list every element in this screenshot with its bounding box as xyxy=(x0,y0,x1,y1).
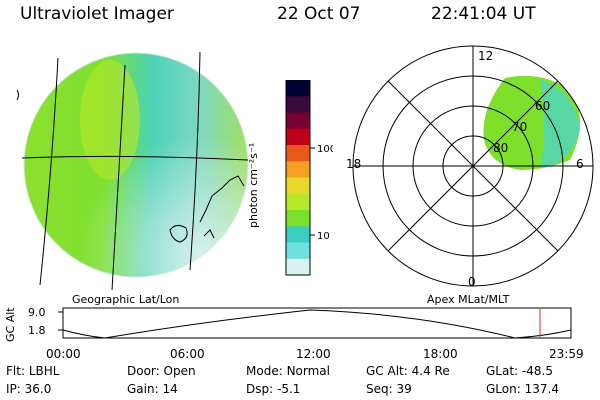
colorbar-swatch xyxy=(286,112,310,130)
altitude-plot: GC Alt 9.0 1.8 xyxy=(4,306,572,342)
mlt-label-18: 18 xyxy=(346,157,361,171)
time-tick-2359: 23:59 xyxy=(549,347,584,361)
colorbar-swatch xyxy=(286,128,310,146)
lat-label-70: 70 xyxy=(512,120,527,134)
colorbar-swatch xyxy=(286,161,310,178)
time-tick-12: 12:00 xyxy=(296,347,331,361)
apex-label: Apex MLat/MLT xyxy=(427,293,510,306)
status-gc-alt: GC Alt: 4.4 Re xyxy=(366,364,450,378)
status-seq: Seq: 39 xyxy=(366,382,412,396)
status-door: Door: Open xyxy=(127,364,196,378)
time-tick-18: 18:00 xyxy=(423,347,458,361)
colorbar-swatch xyxy=(286,193,310,211)
geographic-label: Geographic Lat/Lon xyxy=(72,293,180,306)
colorbar-swatch xyxy=(286,210,310,227)
image-time: 22:41:04 UT xyxy=(431,4,536,24)
status-dsp: Dsp: -5.1 xyxy=(246,382,301,396)
colorbar-swatch xyxy=(286,242,310,260)
altitude-tick-1-8: 1.8 xyxy=(28,324,46,337)
colorbar-swatch xyxy=(286,145,310,162)
time-tick-00: 00:00 xyxy=(46,347,81,361)
lat-label-80: 80 xyxy=(493,141,508,155)
status-flt: Flt: LBHL xyxy=(6,364,60,378)
colorbar-swatch xyxy=(286,177,310,195)
status-mode: Mode: Normal xyxy=(246,364,330,378)
colorbar-swatch xyxy=(286,80,310,97)
geographic-image xyxy=(16,51,249,291)
status-glat: GLat: -48.5 xyxy=(486,364,553,378)
app-title: Ultraviolet Imager xyxy=(20,4,174,24)
image-date: 22 Oct 07 xyxy=(277,4,361,24)
lat-label-60: 60 xyxy=(535,99,550,113)
altitude-tick-9: 9.0 xyxy=(28,306,46,319)
colorbar-tick-10: 10 xyxy=(317,231,330,242)
altitude-ylabel: GC Alt xyxy=(4,307,17,342)
mlt-label-12: 12 xyxy=(478,49,493,63)
status-ip: IP: 36.0 xyxy=(6,382,52,396)
colorbar: 100 10 xyxy=(285,80,333,276)
colorbar-swatch xyxy=(286,258,310,276)
mlt-label-0: 0 xyxy=(468,275,476,289)
time-tick-06: 06:00 xyxy=(170,347,205,361)
status-gain: Gain: 14 xyxy=(127,382,178,396)
polar-plot: 12 18 6 0 80 70 60 xyxy=(346,45,594,289)
colorbar-label: photon cm⁻²s⁻¹ xyxy=(247,142,260,228)
colorbar-swatch xyxy=(286,96,310,113)
mlt-label-6: 6 xyxy=(576,157,584,171)
colorbar-tick-100: 100 xyxy=(317,144,333,155)
colorbar-swatch xyxy=(286,226,310,243)
status-glon: GLon: 137.4 xyxy=(486,382,559,396)
